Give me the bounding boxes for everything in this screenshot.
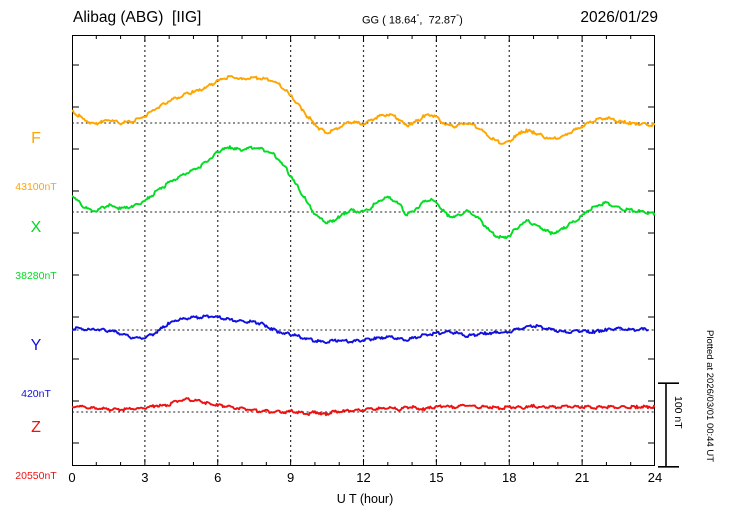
x-tick-label-6: 6 [214,470,222,485]
observation-date: 2026/01/29 [580,9,658,26]
geographic-coordinates: GG ( 18.64°, 72.87°) [362,12,463,27]
component-name-f: F [31,129,41,147]
x-tick-label-0: 0 [68,470,76,485]
component-name-x: X [30,218,42,236]
coords-close: ) [459,14,463,27]
x-tick-label-12: 12 [356,470,371,485]
scale-bar [657,382,683,468]
component-baseline-y: 420nT [21,387,51,400]
x-axis-title: U T (hour) [336,492,394,506]
component-baseline-f: 43100nT [15,180,57,193]
x-tick-label-3: 3 [141,470,149,485]
x-tick-label-15: 15 [429,470,444,485]
x-tick-label-18: 18 [502,470,517,485]
component-baseline-x: 38280nT [15,269,57,282]
component-name-z: Z [31,418,41,436]
coords-lon: , 72.87 [419,14,457,27]
scale-bar-label: 100 nT [672,396,684,429]
axis-ticks [72,35,655,466]
plot-canvas [72,35,655,466]
scale-bar-icon [658,382,679,468]
plotted-at-timestamp: Plotted at 2026/03/01 00:44 UT [704,330,715,463]
baselines [72,122,655,413]
coords-lat: GG ( 18.64 [362,14,417,27]
x-tick-label-9: 9 [287,470,295,485]
degree-sign-lon: ° [456,12,460,21]
component-label-z: Z 20550nT [4,386,68,516]
x-tick-label-24: 24 [647,470,663,485]
x-axis-tick-labels: 0 3 6 9 12 15 18 21 24 [68,470,662,488]
component-label-y: Y 420nT [4,304,68,434]
gridlines [144,35,583,466]
x-tick-label-21: 21 [574,470,590,485]
degree-sign-lat: ° [416,12,420,21]
page-title: Alibag (ABG) [IIG] [73,9,202,26]
component-label-x: X 38280nT [4,186,68,316]
component-baseline-z: 20550nT [15,469,57,482]
component-label-f: F 43100nT [4,97,68,227]
magnetogram-plot [72,35,655,466]
component-name-y: Y [30,336,42,354]
trace-group [72,74,655,417]
